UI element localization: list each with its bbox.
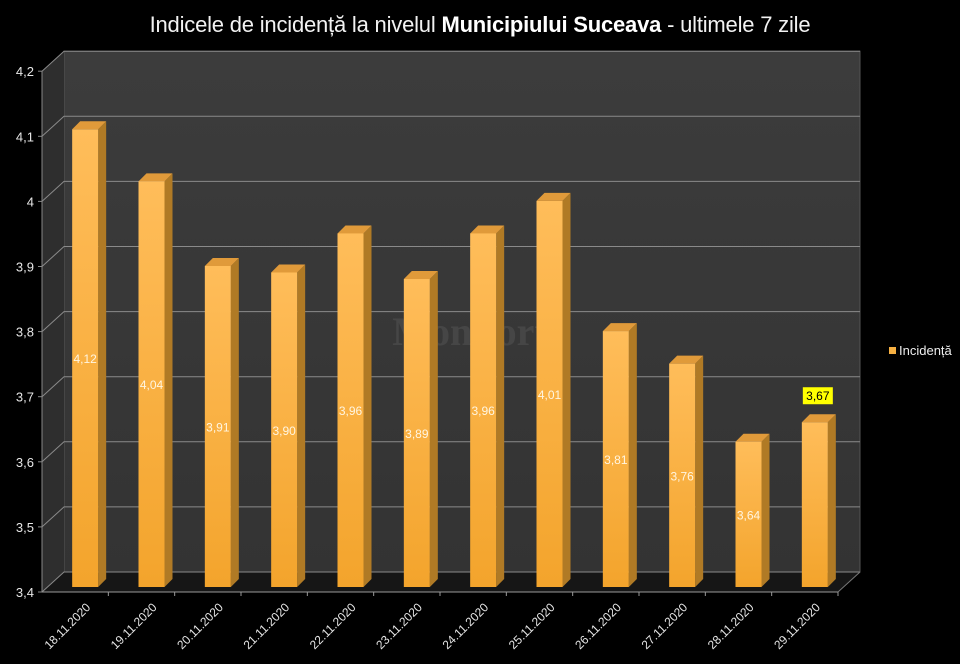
value-label: 3,81 — [604, 453, 628, 467]
x-tick-label: 19.11.2020 — [108, 600, 160, 652]
x-tick-label: 22.11.2020 — [307, 600, 359, 652]
bar-29.11.2020: 3,67 — [801, 387, 836, 587]
legend-swatch — [889, 347, 896, 354]
bar-26.11.2020: 3,81 — [602, 323, 637, 587]
bar-24.11.2020: 3,96 — [470, 225, 505, 587]
y-tick-label: 3,9 — [16, 260, 34, 275]
x-tick-label: 28.11.2020 — [705, 600, 757, 652]
value-label: 3,96 — [339, 404, 363, 418]
x-tick-label: 23.11.2020 — [373, 600, 425, 652]
y-tick-label: 3,5 — [16, 520, 34, 535]
value-label: 3,90 — [272, 424, 296, 438]
bars: 4,12 4,04 3,91 3,90 3,96 3,89 3,96 4,01 3,81 3,76… — [72, 121, 836, 588]
y-tick-label: 3,6 — [16, 455, 34, 470]
value-label: 3,89 — [405, 427, 429, 441]
y-tick-label: 3,8 — [16, 325, 34, 340]
value-label: 3,91 — [206, 420, 230, 434]
x-tick-label: 27.11.2020 — [639, 600, 691, 652]
value-label: 3,76 — [670, 469, 694, 483]
value-label: 4,01 — [538, 388, 562, 402]
bar-21.11.2020: 3,90 — [271, 264, 306, 587]
value-label: 3,96 — [471, 404, 495, 418]
title-bold: Municipiului Suceava — [441, 12, 662, 37]
title-prefix: Indicele de incidență la nivelul — [149, 12, 442, 37]
bar-23.11.2020: 3,89 — [403, 271, 438, 587]
value-label: 4,04 — [140, 378, 164, 392]
bar-19.11.2020: 4,04 — [138, 173, 173, 588]
x-tick-label: 24.11.2020 — [440, 600, 492, 652]
x-tick-label: 21.11.2020 — [241, 600, 293, 652]
x-tick-label: 29.11.2020 — [771, 600, 823, 652]
chart-title: Indicele de incidență la nivelul Municip… — [0, 12, 960, 38]
value-label: 4,12 — [73, 352, 97, 366]
bar-28.11.2020: 3,64 — [735, 433, 770, 587]
value-label: 3,64 — [737, 508, 761, 522]
title-suffix: - ultimele 7 zile — [661, 12, 811, 37]
bar-25.11.2020: 4,01 — [536, 192, 571, 587]
x-tick-label: 20.11.2020 — [174, 600, 226, 652]
bar-27.11.2020: 3,76 — [669, 355, 704, 587]
legend: Incidență — [889, 343, 952, 358]
y-tick-label: 4,2 — [16, 64, 34, 79]
y-tick-label: 4 — [27, 194, 34, 209]
bar-18.11.2020: 4,12 — [72, 121, 107, 587]
bar-22.11.2020: 3,96 — [337, 225, 372, 587]
x-tick-label: 26.11.2020 — [572, 600, 624, 652]
gridlines — [41, 50, 860, 593]
bar-20.11.2020: 3,91 — [204, 257, 239, 587]
y-tick-label: 3,4 — [16, 585, 34, 600]
y-tick-label: 4,1 — [16, 129, 34, 144]
x-tick-label: 25.11.2020 — [506, 600, 558, 652]
x-tick-label: 18.11.2020 — [42, 600, 94, 652]
legend-label: Incidență — [899, 343, 952, 358]
highlight-label: 3,67 — [806, 389, 830, 403]
y-tick-label: 3,7 — [16, 390, 34, 405]
y-axis: 3,4 3,5 3,6 3,7 3,8 3,9 4 4,1 4,2 — [16, 64, 43, 600]
